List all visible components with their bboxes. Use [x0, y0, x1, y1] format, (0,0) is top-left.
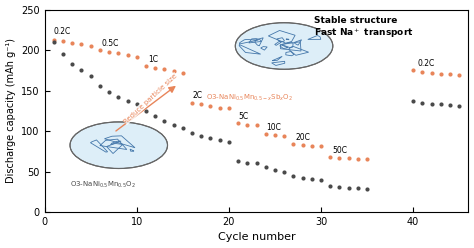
- Text: 0.2C: 0.2C: [418, 59, 435, 68]
- Circle shape: [235, 23, 333, 69]
- Text: 10C: 10C: [266, 123, 281, 132]
- Text: 1C: 1C: [148, 55, 158, 64]
- Text: O3-NaNi$_{0.5}$Mn$_{0.5-x}$Sb$_x$O$_2$: O3-NaNi$_{0.5}$Mn$_{0.5-x}$Sb$_x$O$_2$: [206, 93, 292, 103]
- Text: 0.5C: 0.5C: [102, 39, 119, 48]
- X-axis label: Cycle number: Cycle number: [218, 232, 295, 243]
- Text: 5C: 5C: [238, 112, 248, 121]
- Text: Stable structure
Fast Na$^+$ transport: Stable structure Fast Na$^+$ transport: [314, 16, 413, 40]
- Text: 20C: 20C: [295, 133, 310, 142]
- Text: O3-NaNi$_{0.5}$Mn$_{0.5}$O$_2$: O3-NaNi$_{0.5}$Mn$_{0.5}$O$_2$: [70, 180, 136, 190]
- Text: 2C: 2C: [192, 91, 202, 100]
- Y-axis label: Discharge capacity (mAh g⁻¹): Discharge capacity (mAh g⁻¹): [6, 38, 16, 183]
- Text: 50C: 50C: [332, 146, 347, 155]
- Circle shape: [70, 122, 167, 168]
- Text: 0.2C: 0.2C: [54, 27, 71, 36]
- Text: Reduce particle size: Reduce particle size: [123, 72, 178, 124]
